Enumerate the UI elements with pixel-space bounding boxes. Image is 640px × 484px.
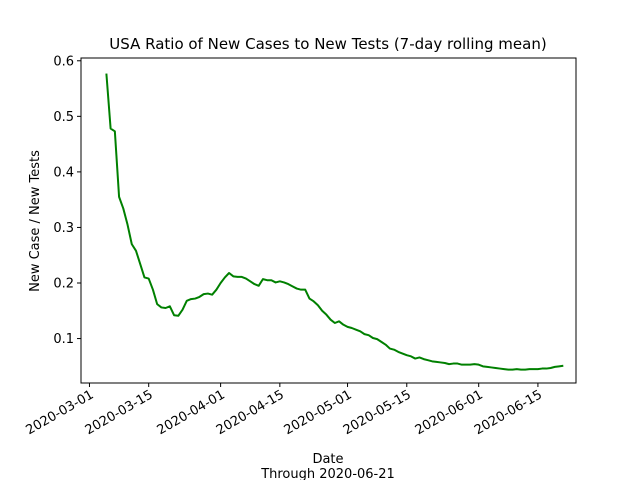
plot-frame (80, 57, 577, 384)
y-tick-label: 0.4 (53, 165, 74, 180)
y-tick-label: 0.2 (53, 277, 74, 292)
series-line (105, 73, 564, 371)
x-tick-label: 2020-05-15 (341, 387, 414, 438)
x-axis-sublabel: Through 2020-06-21 (260, 467, 395, 480)
y-tick-label: 0.5 (53, 110, 74, 125)
x-axis-label: Date (312, 452, 343, 467)
y-axis-ticks: 0.1 0.2 0.3 0.4 0.5 0.6 (53, 54, 81, 347)
y-axis-label: New Case / New Tests (28, 150, 43, 292)
x-tick-label: 2020-04-15 (214, 387, 287, 438)
x-axis-ticks: 2020-03-012020-03-152020-04-012020-04-15… (24, 383, 545, 438)
chart-title: USA Ratio of New Cases to New Tests (7-d… (109, 35, 546, 53)
y-tick-label: 0.1 (53, 332, 74, 347)
y-tick-label: 0.6 (53, 54, 74, 69)
x-tick-label: 2020-06-15 (472, 387, 545, 438)
x-tick-label: 2020-03-15 (83, 387, 156, 438)
y-tick-label: 0.3 (53, 221, 74, 236)
